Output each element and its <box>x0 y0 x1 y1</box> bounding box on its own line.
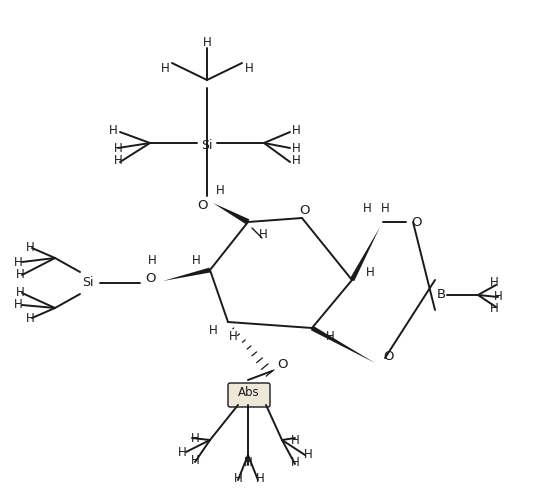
Text: H: H <box>26 312 34 325</box>
Text: H: H <box>292 124 300 136</box>
Text: H: H <box>114 153 122 166</box>
Text: H: H <box>292 153 300 166</box>
Text: H: H <box>363 201 371 214</box>
Text: H: H <box>191 453 199 466</box>
Text: Si: Si <box>82 277 94 290</box>
Text: Abs: Abs <box>238 385 260 398</box>
Text: H: H <box>26 240 34 254</box>
Text: O: O <box>412 215 422 228</box>
Text: H: H <box>381 201 389 214</box>
Text: H: H <box>114 141 122 154</box>
Text: O: O <box>145 272 155 285</box>
Text: H: H <box>292 141 300 154</box>
Text: H: H <box>161 62 169 75</box>
Text: H: H <box>290 455 300 468</box>
Text: H: H <box>229 330 238 343</box>
Text: H: H <box>493 290 502 303</box>
Text: H: H <box>202 36 211 49</box>
Text: H: H <box>15 287 25 300</box>
Text: H: H <box>192 254 200 267</box>
Text: H: H <box>178 445 186 458</box>
FancyBboxPatch shape <box>228 383 270 407</box>
Text: H: H <box>108 124 117 136</box>
Text: O: O <box>299 203 309 216</box>
Text: H: H <box>234 471 242 484</box>
Text: O: O <box>384 350 394 363</box>
Text: H: H <box>14 256 22 269</box>
Polygon shape <box>350 227 380 281</box>
Polygon shape <box>311 326 375 363</box>
Text: H: H <box>256 471 264 484</box>
Text: H: H <box>245 62 253 75</box>
Text: B: B <box>436 289 445 302</box>
Text: H: H <box>258 227 268 240</box>
Text: H: H <box>366 266 374 279</box>
Text: H: H <box>209 324 217 337</box>
Text: H: H <box>490 303 498 316</box>
Text: H: H <box>304 448 312 461</box>
Text: H: H <box>191 431 199 444</box>
Text: H: H <box>490 277 498 290</box>
Polygon shape <box>163 268 210 281</box>
Text: H: H <box>147 254 156 267</box>
Text: Si: Si <box>201 138 213 151</box>
Text: H: H <box>326 330 334 343</box>
Text: H: H <box>290 433 300 446</box>
Text: H: H <box>15 269 25 282</box>
Text: H: H <box>216 183 224 196</box>
Text: O: O <box>197 198 207 211</box>
Text: H: H <box>244 455 253 468</box>
Text: H: H <box>14 299 22 312</box>
Text: O: O <box>277 359 287 372</box>
Polygon shape <box>213 203 249 224</box>
